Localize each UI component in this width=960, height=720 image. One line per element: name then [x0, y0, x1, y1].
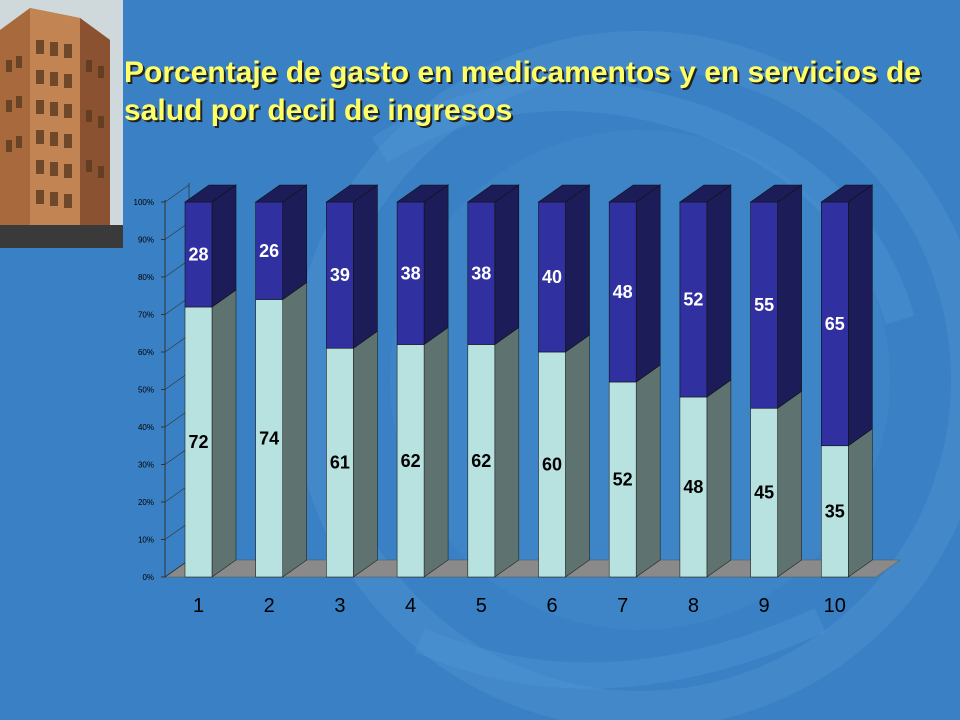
bar-top-front [820, 201, 849, 447]
bar-top-cap [820, 184, 874, 203]
bar-top-side [211, 184, 237, 308]
bar-top-cap [325, 184, 379, 203]
data-label-top: 38 [471, 263, 491, 283]
y-tick-label: 50% [138, 386, 154, 395]
data-label-top: 48 [613, 282, 633, 302]
bar-bottom-side [211, 289, 237, 578]
bar-top-cap [184, 184, 237, 203]
bar-bottom-side [282, 281, 308, 578]
data-label-bottom: 61 [330, 453, 350, 473]
bar-top-cap [254, 184, 308, 203]
data-label-top: 40 [542, 267, 562, 287]
y-tick-label: 70% [138, 311, 154, 320]
x-tick-label: 4 [405, 595, 416, 617]
data-label-bottom: 35 [825, 501, 845, 521]
bar-top-side [494, 184, 520, 346]
data-label-bottom: 74 [259, 428, 279, 448]
bar-top-side [635, 184, 661, 383]
data-label-bottom: 62 [401, 451, 421, 471]
bar-top-side [423, 184, 449, 346]
x-tick-label: 7 [617, 595, 628, 617]
bar-top-side [282, 184, 308, 301]
data-label-top: 65 [825, 314, 845, 334]
bar-top-side [565, 184, 590, 353]
bar-top-front [608, 201, 637, 383]
x-tick-label: 8 [688, 595, 699, 617]
data-label-top: 38 [401, 263, 421, 283]
x-tick-label: 2 [264, 595, 275, 617]
bar-top-front [396, 201, 425, 345]
bar-top-front [679, 201, 708, 398]
bar-top-cap [608, 184, 662, 203]
bar-top-front [255, 201, 283, 300]
data-label-bottom: 48 [683, 477, 703, 497]
bar-top-cap [537, 184, 591, 203]
data-label-top: 26 [259, 241, 279, 261]
x-tick-label: 6 [546, 595, 557, 617]
y-tick-label: 20% [138, 498, 154, 507]
bar-bottom-side [777, 390, 802, 578]
bar-top-side [777, 184, 802, 409]
slide-title: Porcentaje de gasto en medicamentos y en… [124, 56, 921, 127]
bar-top-cap [466, 184, 520, 203]
bar-top-side [353, 184, 378, 349]
bar-bottom-side [706, 379, 732, 578]
bar-bottom-front [467, 344, 496, 578]
y-tick-label: 0% [142, 573, 154, 582]
bar-top-front [326, 201, 354, 349]
y-tick-label: 100% [134, 198, 154, 207]
bar-bottom-front [255, 299, 283, 578]
y-tick-label: 30% [138, 461, 154, 470]
bar-bottom-front [184, 306, 213, 578]
data-label-bottom: 45 [754, 483, 774, 503]
data-label-top: 52 [683, 290, 703, 310]
bar-bottom-side [423, 326, 449, 578]
bar-bottom-side [353, 330, 378, 578]
data-label-top: 39 [330, 265, 350, 285]
y-tick-diagonal [164, 184, 190, 203]
building-photo [0, 0, 123, 248]
y-tick-label: 80% [138, 273, 154, 282]
bar-bottom-front [820, 445, 849, 578]
data-label-bottom: 72 [188, 432, 208, 452]
bar-bottom-front [608, 381, 637, 578]
y-tick-label: 10% [138, 536, 154, 545]
bar-top-front [467, 201, 496, 345]
x-tick-label: 1 [193, 595, 204, 617]
x-tick-label: 3 [334, 595, 345, 617]
bar-top-front [538, 201, 566, 353]
bar-bottom-side [635, 364, 661, 578]
y-tick-label: 60% [138, 348, 154, 357]
bar-bottom-front [326, 347, 354, 578]
data-label-top: 55 [754, 295, 774, 315]
bar-top-cap [678, 184, 732, 203]
bar-bottom-side [494, 326, 520, 578]
y-tick-label: 90% [138, 236, 154, 245]
x-tick-label: 10 [824, 595, 846, 617]
y-tick-label: 40% [138, 423, 154, 432]
bar-bottom-front [679, 396, 708, 578]
bar-top-cap [396, 184, 450, 203]
bar-bottom-front [750, 407, 778, 578]
bar-bottom-side [847, 428, 873, 578]
bar-bottom-front [538, 351, 566, 578]
bar-top-side [706, 184, 732, 398]
x-tick-label: 9 [759, 595, 770, 617]
bar-top-side [847, 184, 873, 447]
bar-top-cap [749, 184, 803, 203]
x-tick-label: 5 [476, 595, 487, 617]
bar-bottom-side [565, 334, 590, 578]
data-label-top: 28 [188, 245, 208, 265]
data-label-bottom: 60 [542, 455, 562, 475]
data-label-bottom: 62 [471, 451, 491, 471]
data-label-bottom: 52 [613, 470, 633, 490]
